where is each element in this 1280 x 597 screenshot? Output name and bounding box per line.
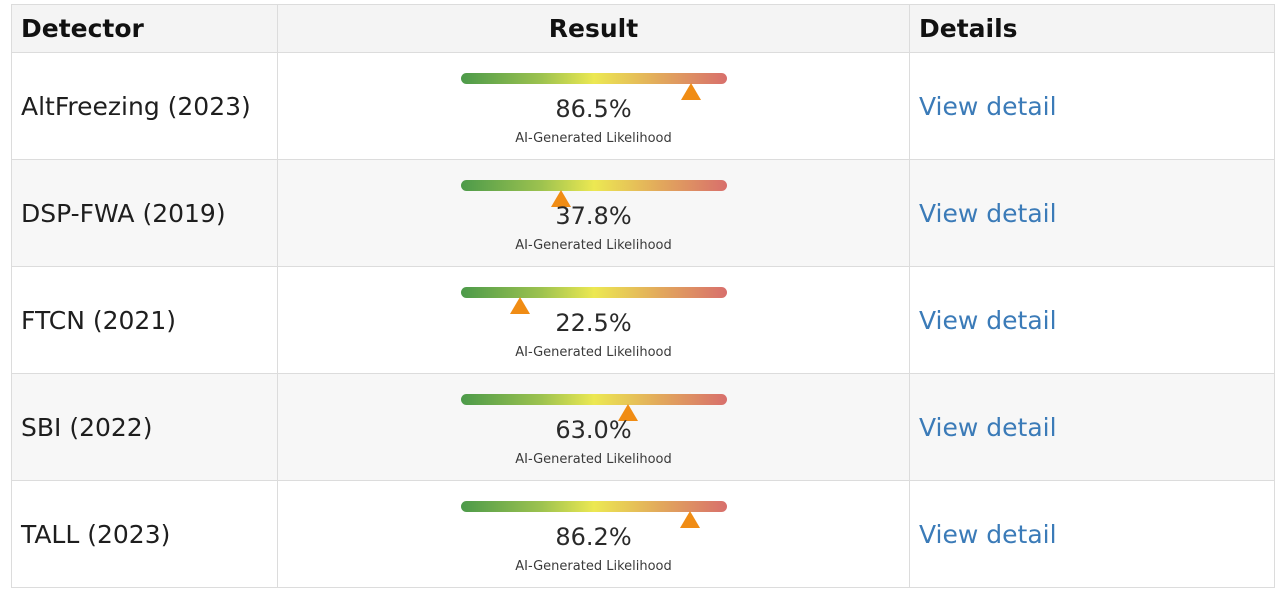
detector-name: SBI (2022) bbox=[11, 373, 278, 481]
details-cell: View detail bbox=[909, 159, 1275, 267]
detector-name: DSP-FWA (2019) bbox=[11, 159, 278, 267]
likelihood-gradient-bar bbox=[460, 73, 727, 84]
header-detector: Detector bbox=[11, 4, 278, 53]
view-detail-link[interactable]: View detail bbox=[919, 305, 1057, 335]
result-cell: 22.5% AI-Generated Likelihood bbox=[277, 266, 910, 374]
likelihood-value: 86.2% bbox=[555, 523, 632, 551]
result-cell: 86.5% AI-Generated Likelihood bbox=[277, 52, 910, 160]
details-cell: View detail bbox=[909, 52, 1275, 160]
table-row-5: TALL (2023) 86.2% AI-Generated Likelihoo… bbox=[11, 480, 1275, 588]
likelihood-caption: AI-Generated Likelihood bbox=[515, 345, 672, 360]
likelihood-value: 37.8% bbox=[555, 202, 632, 230]
table-row-4: SBI (2022) 63.0% AI-Generated Likelihood… bbox=[11, 373, 1275, 481]
table-body: AltFreezing (2023) 86.5% AI-Generated Li… bbox=[11, 52, 1275, 588]
likelihood-value: 22.5% bbox=[555, 309, 632, 337]
details-cell: View detail bbox=[909, 373, 1275, 481]
result-cell: 37.8% AI-Generated Likelihood bbox=[277, 159, 910, 267]
view-detail-link[interactable]: View detail bbox=[919, 91, 1057, 121]
likelihood-meter: 86.5% AI-Generated Likelihood bbox=[460, 73, 727, 151]
likelihood-meter: 63.0% AI-Generated Likelihood bbox=[460, 394, 727, 472]
detector-name: TALL (2023) bbox=[11, 480, 278, 588]
header-result: Result bbox=[277, 4, 910, 53]
likelihood-meter: 22.5% AI-Generated Likelihood bbox=[460, 287, 727, 365]
detector-name: AltFreezing (2023) bbox=[11, 52, 278, 160]
table-row-1: AltFreezing (2023) 86.5% AI-Generated Li… bbox=[11, 52, 1275, 160]
likelihood-caption: AI-Generated Likelihood bbox=[515, 452, 672, 467]
view-detail-link[interactable]: View detail bbox=[919, 198, 1057, 228]
likelihood-meter: 37.8% AI-Generated Likelihood bbox=[460, 180, 727, 258]
likelihood-caption: AI-Generated Likelihood bbox=[515, 559, 672, 574]
view-detail-link[interactable]: View detail bbox=[919, 412, 1057, 442]
likelihood-gradient-bar bbox=[460, 180, 727, 191]
likelihood-gradient-bar bbox=[460, 394, 727, 405]
table-header-row: Detector Result Details bbox=[11, 4, 1275, 53]
header-details: Details bbox=[909, 4, 1275, 53]
likelihood-marker-icon bbox=[618, 404, 639, 421]
view-detail-link[interactable]: View detail bbox=[919, 519, 1057, 549]
table-row-2: DSP-FWA (2019) 37.8% AI-Generated Likeli… bbox=[11, 159, 1275, 267]
detector-name: FTCN (2021) bbox=[11, 266, 278, 374]
likelihood-caption: AI-Generated Likelihood bbox=[515, 238, 672, 253]
likelihood-meter: 86.2% AI-Generated Likelihood bbox=[460, 501, 727, 579]
likelihood-marker-icon bbox=[551, 190, 572, 207]
result-cell: 86.2% AI-Generated Likelihood bbox=[277, 480, 910, 588]
details-cell: View detail bbox=[909, 480, 1275, 588]
likelihood-caption: AI-Generated Likelihood bbox=[515, 131, 672, 146]
details-cell: View detail bbox=[909, 266, 1275, 374]
results-table: Detector Result Details AltFreezing (202… bbox=[11, 4, 1275, 588]
likelihood-marker-icon bbox=[679, 511, 700, 528]
likelihood-gradient-bar bbox=[460, 501, 727, 512]
likelihood-marker-icon bbox=[510, 297, 531, 314]
likelihood-gradient-bar bbox=[460, 287, 727, 298]
likelihood-value: 86.5% bbox=[555, 95, 632, 123]
table-row-3: FTCN (2021) 22.5% AI-Generated Likelihoo… bbox=[11, 266, 1275, 374]
likelihood-value: 63.0% bbox=[555, 416, 632, 444]
likelihood-marker-icon bbox=[680, 83, 701, 100]
result-cell: 63.0% AI-Generated Likelihood bbox=[277, 373, 910, 481]
